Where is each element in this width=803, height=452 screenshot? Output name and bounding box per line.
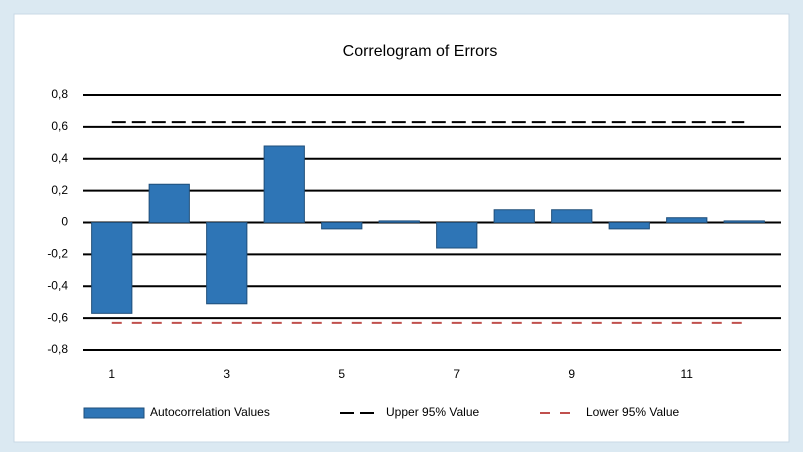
x-tick-label: 3 [223,367,230,381]
bar [206,222,248,305]
x-tick-label: 1 [108,367,115,381]
bar [436,222,478,249]
bar [551,209,593,223]
y-tick-label: -0,4 [47,278,68,292]
legend-label: Upper 95% Value [386,405,479,419]
bar [666,217,708,223]
bar [723,220,765,223]
y-tick-label: 0,4 [51,151,68,165]
bar [493,209,535,223]
y-tick-label: -0,6 [47,310,68,324]
bar [378,220,420,223]
x-tick-label: 9 [568,367,575,381]
x-tick-label: 7 [453,367,460,381]
y-tick-label: -0,8 [47,342,68,356]
chart-area [13,13,790,443]
bar [608,222,650,230]
x-tick-label: 5 [338,367,345,381]
y-tick-label: 0 [61,215,68,229]
legend-label: Lower 95% Value [586,405,679,419]
x-tick-label: 11 [681,367,694,381]
bar [91,222,133,314]
chart-title: Correlogram of Errors [343,43,498,60]
y-tick-label: 0,8 [51,87,68,101]
legend-swatch [83,407,145,419]
y-tick-label: 0,6 [51,119,68,133]
y-tick-label: -0,2 [47,247,68,261]
bar [321,222,363,230]
legend-label: Autocorrelation Values [150,405,270,419]
bar [263,145,305,223]
bar [148,183,190,223]
y-tick-label: 0,2 [51,183,68,197]
